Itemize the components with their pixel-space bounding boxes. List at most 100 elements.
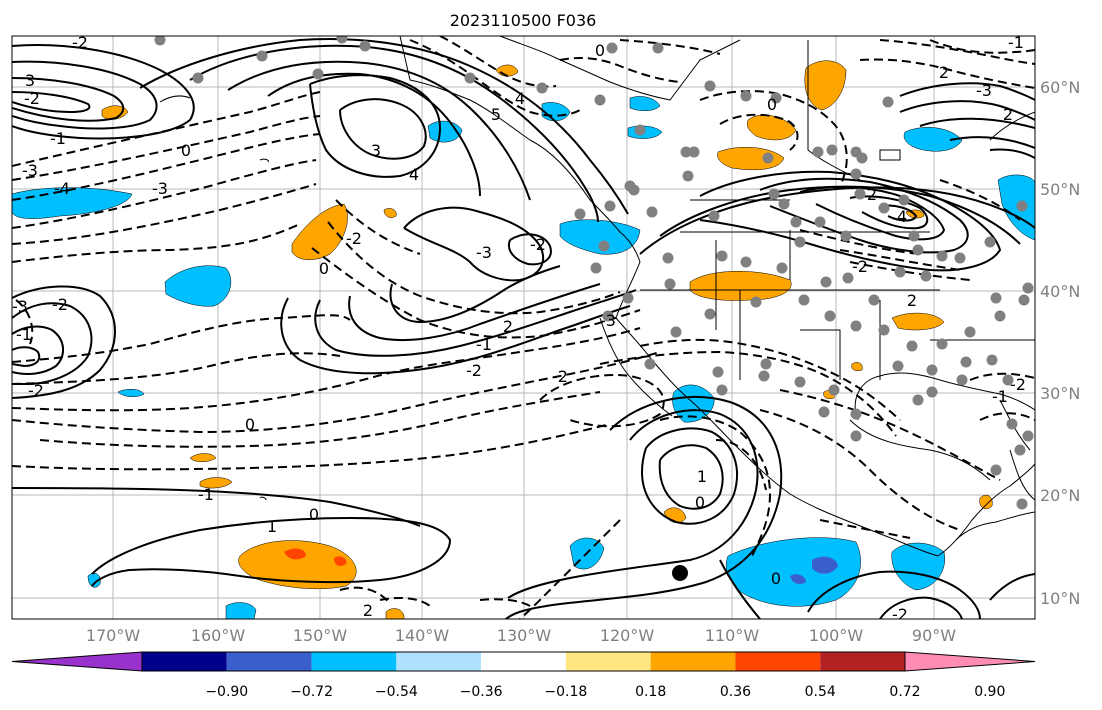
contour-label: 1	[697, 467, 707, 486]
station-marker	[762, 152, 774, 164]
lon-label: 120°W	[600, 626, 655, 645]
contour-label: -2	[892, 605, 908, 624]
colorbar-tick-label: 0.54	[805, 684, 836, 700]
station-marker	[1018, 294, 1030, 306]
station-marker	[536, 82, 548, 94]
longitude-labels: 170°W 160°W 150°W 140°W 130°W 120°W 110°W 100°W…	[86, 626, 956, 645]
contour-label: -3	[976, 81, 992, 100]
station-marker	[854, 188, 866, 200]
station-marker	[1022, 430, 1034, 442]
station-marker	[604, 200, 616, 212]
contour-label: 0	[771, 569, 781, 588]
station-marker	[912, 394, 924, 406]
contour-label: 4	[897, 207, 907, 226]
station-marker	[960, 356, 972, 368]
station-marker	[680, 146, 692, 158]
colorbar-tick-label: 0.36	[720, 684, 751, 700]
lat-label: 50°N	[1040, 180, 1080, 199]
station-marker	[768, 188, 780, 200]
station-marker	[770, 92, 782, 104]
colorbar-tick-label: −0.54	[375, 684, 418, 700]
station-marker	[936, 250, 948, 262]
contour-label: -3	[22, 161, 38, 180]
lat-label: 60°N	[1040, 78, 1080, 97]
contour-label: -2	[1010, 375, 1026, 394]
station-marker	[936, 338, 948, 350]
station-marker	[840, 230, 852, 242]
colorbar-segment	[820, 652, 905, 671]
station-marker	[590, 262, 602, 274]
station-marker	[776, 262, 788, 274]
colorbar-tick-label: 0.18	[635, 684, 666, 700]
latitude-labels: 60°N 50°N 40°N 30°N 20°N 10°N	[1040, 78, 1080, 608]
station-marker	[622, 292, 634, 304]
station-marker	[912, 244, 924, 256]
station-marker	[842, 272, 854, 284]
station-marker	[670, 326, 682, 338]
colorbar-tick-label: −0.36	[460, 684, 503, 700]
lat-label: 30°N	[1040, 384, 1080, 403]
contour-label: -2	[72, 33, 88, 52]
station-marker	[154, 36, 166, 46]
lon-label: 160°W	[191, 626, 246, 645]
station-marker	[1006, 418, 1018, 430]
contour-label: 0	[767, 95, 777, 114]
contour-label: -2	[466, 361, 482, 380]
station-marker	[850, 408, 862, 420]
station-marker	[824, 310, 836, 322]
station-marker	[594, 94, 606, 106]
station-marker	[868, 294, 880, 306]
positive-anomaly-shading	[101, 60, 993, 619]
station-marker	[716, 250, 728, 262]
station-marker	[312, 68, 324, 80]
contour-label: 4	[409, 165, 419, 184]
colorbar-tick-labels: −0.90 −0.72 −0.54 −0.36 −0.18 0.18 0.36 0.54 0.7…	[205, 684, 1005, 700]
station-marker	[778, 198, 790, 210]
colorbar	[11, 651, 1036, 672]
lon-label: 90°W	[912, 626, 956, 645]
strong-negative-shading	[790, 556, 838, 584]
station-marker	[760, 358, 772, 370]
station-marker	[256, 50, 268, 62]
station-marker	[1016, 498, 1028, 510]
station-marker	[856, 152, 868, 164]
station-marker	[716, 384, 728, 396]
station-marker	[954, 252, 966, 264]
station-marker	[956, 374, 968, 386]
contour-label: -2	[28, 381, 44, 400]
station-marker	[704, 80, 716, 92]
colorbar-segment	[481, 652, 566, 671]
station-marker	[359, 40, 371, 52]
colorbar-segment	[226, 652, 312, 671]
colorbar-extend-min	[11, 651, 143, 672]
contour-label: 3	[25, 71, 35, 90]
contour-label: -2	[552, 367, 568, 386]
station-marker	[820, 276, 832, 288]
contour-label: -2	[24, 89, 40, 108]
contour-label: 2	[1003, 105, 1013, 124]
station-marker	[826, 144, 838, 156]
station-marker	[712, 366, 724, 378]
station-marker	[794, 236, 806, 248]
contour-label: 0	[319, 259, 329, 278]
station-markers	[154, 36, 1034, 510]
station-marker	[894, 266, 906, 278]
station-marker	[920, 270, 932, 282]
station-marker	[602, 310, 614, 322]
station-marker	[598, 240, 610, 252]
lon-label: 130°W	[497, 626, 552, 645]
highlight-point-marker	[672, 565, 688, 581]
colorbar-tick-label: −0.90	[205, 684, 248, 700]
lat-label: 40°N	[1040, 282, 1080, 301]
contour-label: -1	[16, 325, 32, 344]
station-marker	[708, 210, 720, 222]
contour-label: -2	[852, 257, 868, 276]
station-marker	[704, 308, 716, 320]
station-marker	[336, 36, 348, 44]
colorbar-segment	[735, 652, 821, 671]
station-marker	[1002, 374, 1014, 386]
station-marker	[1022, 282, 1034, 294]
station-marker	[850, 430, 862, 442]
contour-label: -1	[1008, 33, 1024, 52]
